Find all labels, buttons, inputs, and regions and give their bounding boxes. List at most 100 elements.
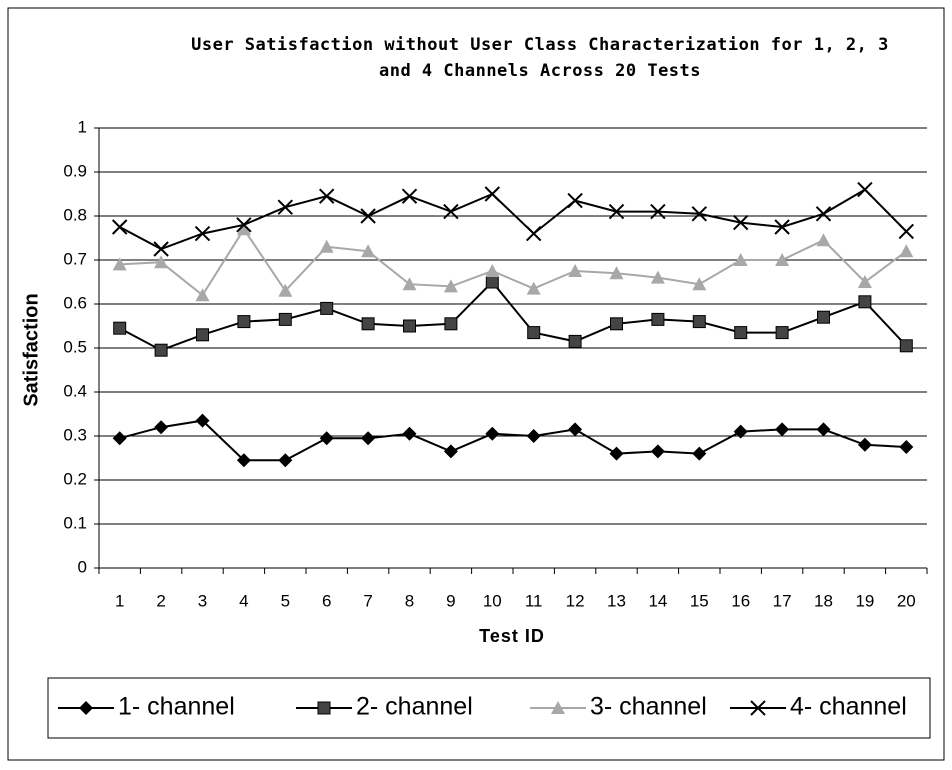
- x-tick-label: 8: [405, 591, 414, 610]
- marker: [551, 701, 565, 714]
- x-tick-label: 19: [855, 591, 874, 610]
- marker: [733, 424, 748, 439]
- marker: [79, 701, 93, 715]
- marker: [319, 239, 334, 253]
- series-line: [119, 280, 908, 352]
- y-axis-label: Satisfaction: [20, 293, 42, 406]
- marker: [236, 222, 251, 236]
- marker: [402, 277, 417, 291]
- x-tick-label: 14: [648, 591, 667, 610]
- marker: [113, 321, 127, 335]
- x-tick-label: 5: [281, 591, 290, 610]
- marker: [609, 446, 624, 461]
- marker: [610, 317, 623, 331]
- marker: [732, 214, 749, 231]
- marker: [236, 217, 252, 233]
- marker: [650, 270, 665, 284]
- marker: [898, 223, 915, 240]
- marker: [692, 315, 706, 329]
- marker: [278, 453, 293, 468]
- marker: [195, 288, 210, 302]
- x-tick-label: 6: [322, 591, 331, 610]
- y-tick-label: 0.2: [63, 469, 87, 488]
- x-tick-label: 1: [115, 591, 124, 610]
- marker: [692, 277, 707, 291]
- marker: [111, 219, 128, 235]
- x-tick-label: 9: [446, 591, 455, 610]
- marker: [568, 334, 582, 348]
- y-tick-label: 0.6: [63, 293, 87, 312]
- series-line: [119, 227, 907, 297]
- marker: [899, 339, 913, 353]
- x-tick-label: 17: [773, 591, 792, 610]
- x-tick-label: 12: [566, 591, 585, 610]
- marker: [692, 446, 707, 461]
- marker: [857, 275, 872, 288]
- x-tick-label: 7: [363, 591, 372, 610]
- marker: [153, 241, 169, 257]
- marker: [112, 257, 127, 271]
- marker: [154, 420, 169, 435]
- marker: [443, 203, 459, 220]
- x-tick-label: 2: [156, 591, 165, 610]
- chart-title: User Satisfaction without User Class Cha…: [191, 35, 889, 55]
- marker: [401, 188, 418, 204]
- legend-label: 2- channel: [356, 693, 473, 721]
- marker: [444, 317, 458, 331]
- marker: [154, 255, 169, 269]
- chart-frame: [7, 7, 945, 761]
- marker: [112, 431, 127, 446]
- marker: [651, 312, 665, 326]
- marker: [318, 188, 335, 204]
- marker: [278, 312, 292, 326]
- x-tick-label: 13: [607, 591, 626, 610]
- marker: [608, 203, 625, 220]
- marker: [527, 326, 541, 340]
- legend-label: 3- channel: [590, 693, 707, 721]
- x-tick-label: 18: [814, 591, 833, 610]
- marker: [774, 219, 790, 235]
- marker: [691, 206, 708, 222]
- y-tick-label: 0.1: [63, 513, 87, 532]
- x-tick-label: 10: [483, 591, 502, 610]
- x-tick-label: 16: [731, 591, 750, 610]
- marker: [775, 326, 789, 340]
- y-tick-label: 0.4: [63, 381, 87, 400]
- legend-label: 1- channel: [118, 693, 235, 721]
- marker: [568, 422, 583, 437]
- x-tick-label: 11: [525, 591, 543, 610]
- marker: [194, 225, 211, 242]
- marker: [750, 700, 766, 716]
- marker: [816, 422, 831, 437]
- marker: [196, 328, 209, 342]
- marker: [816, 233, 831, 247]
- y-tick-label: 0.5: [63, 337, 87, 356]
- marker: [485, 275, 499, 289]
- marker: [815, 206, 832, 222]
- marker: [403, 319, 416, 333]
- marker: [484, 186, 501, 202]
- y-tick-label: 0.8: [63, 205, 87, 224]
- marker: [319, 431, 334, 446]
- marker: [525, 225, 542, 242]
- marker: [195, 413, 210, 428]
- y-tick-label: 0.3: [63, 425, 87, 444]
- marker: [526, 429, 541, 443]
- x-tick-label: 20: [897, 591, 916, 610]
- marker: [236, 453, 251, 468]
- marker: [609, 266, 624, 280]
- y-tick-label: 0.9: [63, 161, 87, 180]
- x-tick-label: 3: [198, 591, 207, 610]
- marker: [857, 437, 872, 452]
- marker: [650, 203, 666, 220]
- marker: [154, 343, 168, 357]
- marker: [899, 244, 914, 258]
- marker: [485, 426, 500, 441]
- marker: [278, 283, 293, 297]
- x-tick-label: 4: [239, 591, 248, 610]
- marker: [775, 253, 790, 266]
- marker: [734, 326, 748, 340]
- marker: [775, 422, 790, 437]
